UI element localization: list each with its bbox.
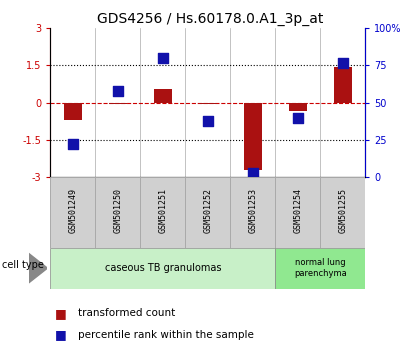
Point — [205, 118, 211, 123]
Text: cell type: cell type — [2, 259, 44, 270]
Bar — [276, 248, 365, 289]
Bar — [320, 177, 365, 248]
Text: GSM501252: GSM501252 — [203, 188, 213, 234]
Text: GSM501255: GSM501255 — [339, 188, 347, 234]
Text: transformed count: transformed count — [78, 308, 175, 318]
Bar — [276, 177, 320, 248]
Bar — [109, 103, 127, 104]
Text: ■: ■ — [55, 307, 66, 320]
Text: ■: ■ — [55, 328, 66, 341]
Text: GSM501249: GSM501249 — [68, 188, 77, 234]
Text: GSM501250: GSM501250 — [113, 188, 122, 234]
Bar — [140, 177, 185, 248]
Bar — [95, 177, 140, 248]
Bar — [244, 103, 262, 170]
Point — [115, 88, 121, 93]
Text: GSM501254: GSM501254 — [294, 188, 302, 234]
Polygon shape — [29, 253, 47, 283]
Bar — [231, 177, 276, 248]
Point — [70, 142, 76, 147]
Text: caseous TB granulomas: caseous TB granulomas — [105, 263, 221, 273]
Bar — [64, 103, 82, 120]
Text: percentile rank within the sample: percentile rank within the sample — [78, 330, 254, 339]
Text: GDS4256 / Hs.60178.0.A1_3p_at: GDS4256 / Hs.60178.0.A1_3p_at — [97, 12, 323, 27]
Point — [294, 115, 301, 120]
Bar — [199, 103, 217, 104]
Bar — [154, 89, 172, 103]
Point — [160, 55, 166, 61]
Text: GSM501251: GSM501251 — [158, 188, 168, 234]
Point — [339, 60, 346, 65]
Text: normal lung
parenchyma: normal lung parenchyma — [294, 258, 347, 278]
Text: GSM501253: GSM501253 — [248, 188, 257, 234]
Bar — [289, 103, 307, 111]
Bar — [334, 67, 352, 103]
Bar — [185, 177, 231, 248]
Point — [249, 170, 256, 175]
Bar — [50, 177, 95, 248]
Bar — [50, 248, 276, 289]
